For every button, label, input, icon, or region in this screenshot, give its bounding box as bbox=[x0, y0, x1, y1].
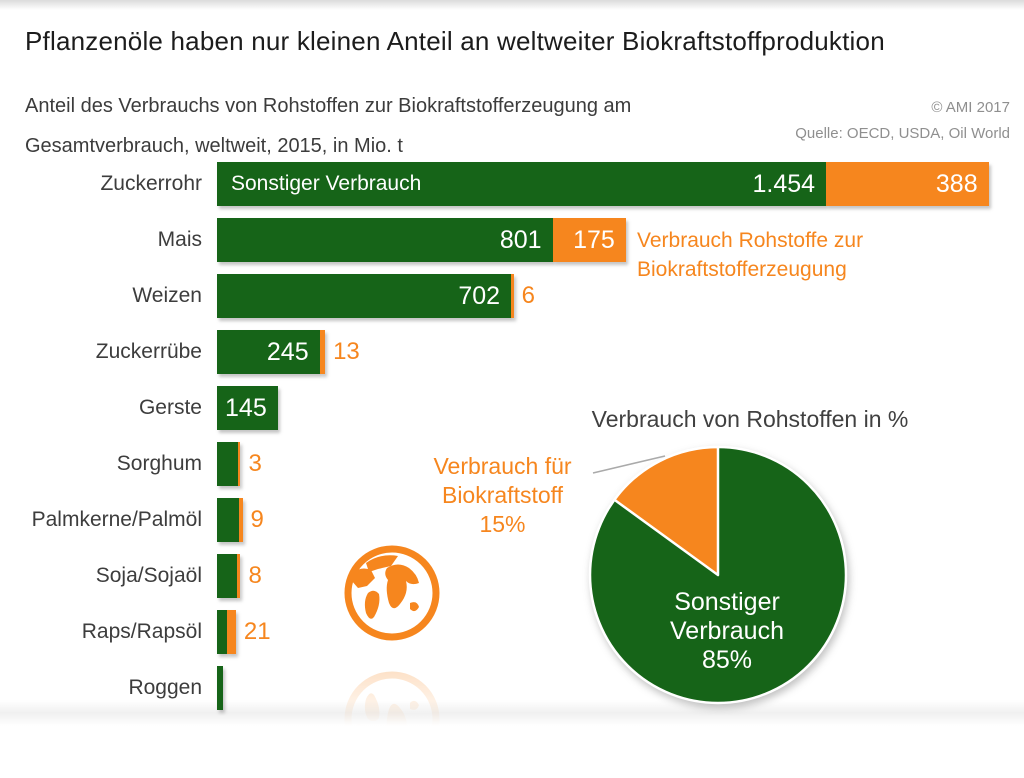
bar-group-gerste: 145 bbox=[217, 386, 278, 430]
bar-row-zuckerr-be: Zuckerrübe 245 13 bbox=[0, 330, 1024, 374]
globe-reflection bbox=[330, 659, 454, 771]
bar-biofuel-palmkerne-palm-l bbox=[238, 498, 243, 542]
chart-subtitle: Anteil des Verbrauchs von Rohstoffen zur… bbox=[25, 86, 785, 166]
category-label-zuckerr-be: Zuckerrübe bbox=[95, 340, 202, 363]
bar-row-soja-soja-l: Soja/Sojaöl 8 bbox=[0, 554, 1024, 598]
bar-row-zuckerrohr: Zuckerrohr Sonstiger Verbrauch 1.454 388 bbox=[0, 162, 1024, 206]
bar-other-zuckerr-be: 245 bbox=[217, 330, 320, 374]
bar-row-weizen: Weizen 702 6 bbox=[0, 274, 1024, 318]
source-block: © AMI 2017 Quelle: OECD, USDA, Oil World bbox=[795, 95, 1010, 147]
bar-other-palmkerne-palm-l bbox=[217, 498, 239, 542]
bar-group-mais: 801 175 bbox=[217, 218, 626, 262]
bar-biofuel-value-zuckerrohr: 388 bbox=[935, 169, 978, 198]
bar-other-mais: 801 bbox=[217, 218, 553, 262]
bar-group-roggen bbox=[217, 666, 224, 710]
bar-group-raps-raps-l: 21 bbox=[217, 610, 271, 654]
bar-biofuel-value-mais: 175 bbox=[573, 225, 615, 254]
pie-callout-label: Verbrauch für Biokraftstoff bbox=[433, 453, 572, 508]
category-label-zuckerrohr: Zuckerrohr bbox=[100, 172, 202, 195]
bar-other-value-gerste: 145 bbox=[225, 393, 267, 422]
pie-callout-pct: 15% bbox=[479, 511, 526, 537]
bar-row-gerste: Gerste 145 bbox=[0, 386, 1024, 430]
bar-biofuel-value-zuckerr-be: 13 bbox=[333, 338, 360, 365]
category-label-palmkerne-palm-l: Palmkerne/Palmöl bbox=[31, 508, 202, 531]
category-label-mais: Mais bbox=[157, 228, 202, 251]
bar-biofuel-zuckerrohr: 388 bbox=[826, 162, 989, 206]
pie-slice-biofuel bbox=[613, 445, 720, 577]
globe-graphic bbox=[330, 541, 454, 717]
bar-row-palmkerne-palm-l: Palmkerne/Palmöl 9 bbox=[0, 498, 1024, 542]
bar-biofuel-value-soja-soja-l: 8 bbox=[248, 562, 262, 589]
bar-group-sorghum: 3 bbox=[217, 442, 262, 486]
bar-row-mais: Mais 801 175 bbox=[0, 218, 1024, 262]
page-title: Pflanzenöle haben nur kleinen Anteil an … bbox=[25, 26, 885, 56]
pie-callout-biofuel: Verbrauch für Biokraftstoff 15% bbox=[410, 452, 595, 539]
bar-biofuel-value-sorghum: 3 bbox=[248, 450, 262, 477]
category-label-sorghum: Sorghum bbox=[116, 452, 202, 475]
bar-other-sorghum bbox=[217, 442, 238, 486]
bar-other-raps-raps-l bbox=[217, 610, 228, 654]
category-label-raps-raps-l: Raps/Rapsöl bbox=[81, 620, 202, 643]
bar-biofuel-value-palmkerne-palm-l: 9 bbox=[250, 506, 264, 533]
biofuel-series-legend: Verbrauch Rohstoffe zur Biokraftstofferz… bbox=[637, 229, 864, 281]
bar-other-soja-soja-l bbox=[217, 554, 238, 598]
globe-icon bbox=[344, 545, 440, 641]
bar-biofuel-zuckerr-be bbox=[319, 330, 326, 374]
bar-biofuel-mais: 175 bbox=[552, 218, 626, 262]
bar-other-value-zuckerr-be: 245 bbox=[266, 337, 309, 366]
bar-group-palmkerne-palm-l: 9 bbox=[217, 498, 264, 542]
bar-row-raps-raps-l: Raps/Rapsöl 21 bbox=[0, 610, 1024, 654]
top-edge-shading bbox=[0, 0, 1024, 10]
chart-subtitle-line2: Gesamtverbrauch, weltweit, 2015, in Mio.… bbox=[25, 135, 403, 157]
bar-other-value-mais: 801 bbox=[499, 225, 542, 254]
bar-other-value-zuckerrohr: 1.454 bbox=[752, 169, 816, 198]
category-label-soja-soja-l: Soja/Sojaöl bbox=[95, 564, 202, 587]
callout-leader-line bbox=[592, 455, 666, 474]
category-label-roggen: Roggen bbox=[128, 676, 202, 699]
pie-chart bbox=[588, 445, 848, 705]
bar-row-sorghum: Sorghum 3 bbox=[0, 442, 1024, 486]
bottom-edge-shading bbox=[0, 700, 1024, 726]
bar-group-zuckerrohr: Sonstiger Verbrauch 1.454 388 bbox=[217, 162, 989, 206]
category-label-gerste: Gerste bbox=[138, 396, 202, 419]
bar-other-value-weizen: 702 bbox=[458, 281, 501, 310]
bar-inline-series-label: Sonstiger Verbrauch bbox=[231, 172, 422, 195]
pie-label-other-pct: 85% bbox=[701, 646, 753, 674]
bar-other-gerste: 145 bbox=[217, 386, 278, 430]
bar-other-roggen bbox=[217, 666, 224, 710]
chart-subtitle-line1: Anteil des Verbrauchs von Rohstoffen zur… bbox=[25, 95, 632, 117]
bar-biofuel-soja-soja-l bbox=[237, 554, 241, 598]
bar-biofuel-sorghum bbox=[237, 442, 241, 486]
pie-label-other: Sonstiger Verbrauch 85% bbox=[637, 588, 817, 675]
category-label-weizen: Weizen bbox=[132, 284, 202, 307]
bar-biofuel-value-weizen: 6 bbox=[521, 282, 535, 309]
bar-biofuel-value-raps-raps-l: 21 bbox=[243, 618, 271, 645]
bar-biofuel-raps-raps-l bbox=[227, 610, 236, 654]
copyright-text: © AMI 2017 bbox=[931, 99, 1010, 116]
bar-group-soja-soja-l: 8 bbox=[217, 554, 262, 598]
bar-biofuel-weizen bbox=[511, 274, 514, 318]
bar-other-weizen: 702 bbox=[217, 274, 512, 318]
bar-group-zuckerr-be: 245 13 bbox=[217, 330, 360, 374]
pie-chart-title: Verbrauch von Rohstoffen in % bbox=[591, 406, 909, 432]
bar-other-zuckerrohr: Sonstiger Verbrauch 1.454 bbox=[217, 162, 827, 206]
bar-group-weizen: 702 6 bbox=[217, 274, 535, 318]
pie-label-other-text: Sonstiger Verbrauch bbox=[670, 588, 784, 645]
bar-row-roggen: Roggen bbox=[0, 666, 1024, 710]
source-text: Quelle: OECD, USDA, Oil World bbox=[795, 125, 1010, 142]
